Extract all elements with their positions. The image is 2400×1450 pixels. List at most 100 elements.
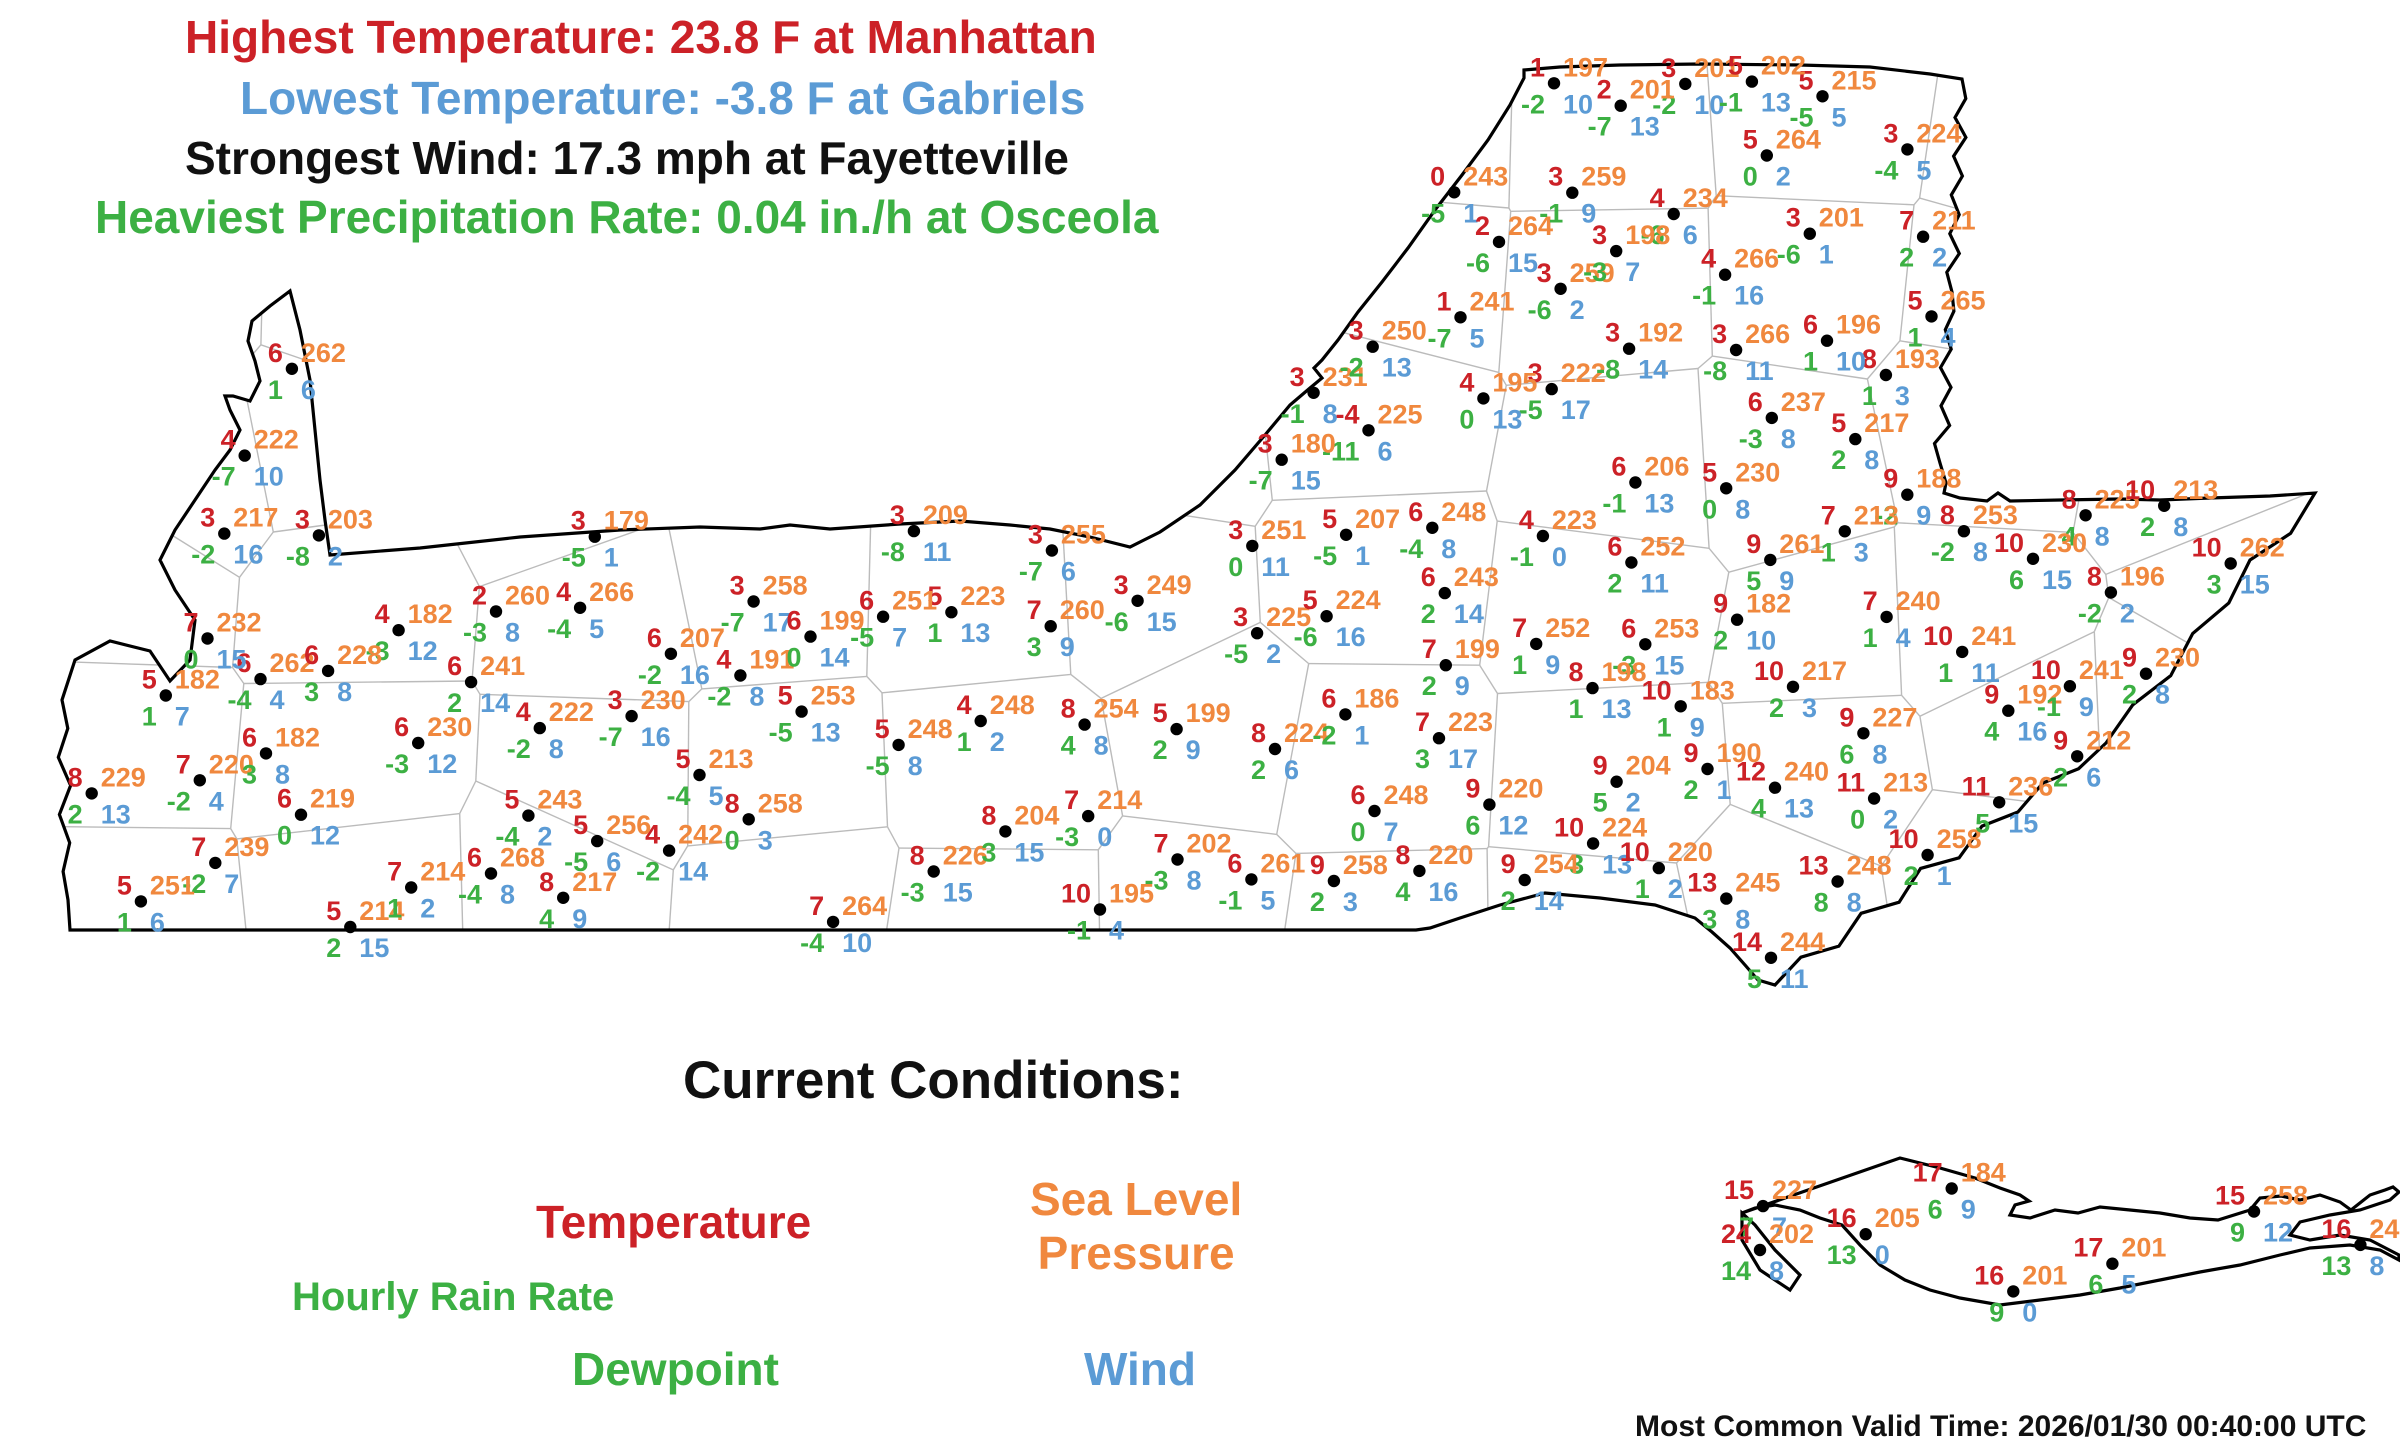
svg-text:2: 2: [68, 799, 83, 829]
svg-text:183: 183: [1690, 675, 1735, 705]
svg-text:10: 10: [1754, 656, 1784, 686]
svg-text:14: 14: [1454, 599, 1484, 629]
svg-text:-5: -5: [1224, 639, 1248, 669]
svg-text:13: 13: [1602, 694, 1632, 724]
svg-text:223: 223: [960, 581, 1005, 611]
svg-text:2: 2: [1310, 887, 1325, 917]
svg-text:9: 9: [2230, 1218, 2245, 1248]
svg-text:228: 228: [337, 640, 382, 670]
svg-text:259: 259: [1581, 162, 1626, 192]
svg-text:251: 251: [1261, 515, 1306, 545]
svg-text:6: 6: [1621, 613, 1636, 643]
svg-text:2: 2: [1251, 755, 1266, 785]
svg-text:15: 15: [1508, 248, 1538, 278]
svg-text:9: 9: [1916, 501, 1931, 531]
svg-text:8: 8: [1769, 1256, 1784, 1286]
svg-text:261: 261: [1779, 529, 1824, 559]
svg-text:10: 10: [1994, 528, 2024, 558]
svg-text:14: 14: [1534, 886, 1564, 916]
svg-text:9: 9: [1883, 464, 1898, 494]
svg-text:3: 3: [1883, 118, 1898, 148]
svg-text:3: 3: [1802, 693, 1817, 723]
svg-text:5: 5: [1470, 323, 1485, 353]
svg-text:17: 17: [1448, 744, 1478, 774]
svg-text:5: 5: [117, 870, 132, 900]
svg-text:5: 5: [778, 681, 793, 711]
svg-text:10: 10: [2125, 475, 2155, 505]
svg-text:2: 2: [447, 688, 462, 718]
svg-text:-3: -3: [1583, 257, 1607, 287]
svg-text:1: 1: [957, 727, 972, 757]
svg-text:-1: -1: [1692, 281, 1716, 311]
svg-text:5: 5: [1832, 102, 1847, 132]
svg-text:264: 264: [842, 891, 887, 921]
svg-text:3: 3: [1548, 162, 1563, 192]
svg-text:0: 0: [1430, 161, 1445, 191]
svg-text:253: 253: [1973, 500, 2018, 530]
svg-text:0: 0: [2022, 1297, 2037, 1327]
svg-text:6: 6: [2088, 1270, 2103, 1300]
svg-text:-2: -2: [2078, 599, 2102, 629]
svg-text:-7: -7: [599, 722, 623, 752]
svg-text:13: 13: [2321, 1251, 2351, 1281]
svg-text:9: 9: [2053, 725, 2068, 755]
svg-text:192: 192: [1638, 318, 1683, 348]
svg-text:6: 6: [394, 712, 409, 742]
svg-text:3: 3: [295, 504, 310, 534]
svg-text:6: 6: [1227, 848, 1242, 878]
svg-text:6: 6: [2086, 762, 2101, 792]
svg-text:10: 10: [1642, 675, 1672, 705]
svg-text:3: 3: [1233, 602, 1248, 632]
svg-text:9: 9: [1713, 589, 1728, 619]
svg-text:8: 8: [539, 867, 554, 897]
svg-text:8: 8: [1973, 537, 1988, 567]
svg-text:4: 4: [1395, 877, 1410, 907]
svg-text:6: 6: [467, 843, 482, 873]
svg-text:217: 217: [1802, 656, 1847, 686]
svg-text:11: 11: [1261, 552, 1290, 582]
svg-text:6: 6: [304, 640, 319, 670]
svg-text:-6: -6: [1294, 622, 1318, 652]
svg-text:17: 17: [1913, 1158, 1943, 1188]
svg-text:16: 16: [641, 722, 671, 752]
svg-text:241: 241: [480, 651, 525, 681]
svg-text:5: 5: [1831, 408, 1846, 438]
svg-text:3: 3: [890, 500, 905, 530]
svg-text:4: 4: [516, 697, 531, 727]
svg-text:196: 196: [2120, 562, 2165, 592]
svg-text:3: 3: [730, 571, 745, 601]
svg-text:240: 240: [1784, 757, 1829, 787]
svg-text:180: 180: [1291, 429, 1336, 459]
svg-text:-1: -1: [1510, 542, 1534, 572]
svg-text:236: 236: [2008, 771, 2053, 801]
svg-text:16: 16: [2321, 1214, 2351, 1244]
svg-text:261: 261: [1260, 848, 1305, 878]
svg-text:1: 1: [1803, 347, 1818, 377]
svg-text:2: 2: [1421, 599, 1436, 629]
svg-text:4: 4: [1459, 367, 1474, 397]
svg-text:-2: -2: [1340, 353, 1364, 383]
svg-text:253: 253: [811, 681, 856, 711]
svg-text:195: 195: [1109, 879, 1154, 909]
svg-text:10: 10: [254, 462, 284, 492]
svg-text:0: 0: [1850, 805, 1865, 835]
svg-text:202: 202: [1769, 1219, 1814, 1249]
svg-text:7: 7: [1512, 613, 1527, 643]
svg-text:1: 1: [604, 543, 619, 573]
svg-text:4: 4: [1984, 717, 1999, 747]
svg-text:2: 2: [420, 894, 435, 924]
svg-text:10: 10: [1836, 347, 1866, 377]
svg-text:217: 217: [233, 503, 278, 533]
svg-text:248: 248: [990, 690, 1035, 720]
svg-text:12: 12: [2263, 1218, 2293, 1248]
svg-text:0: 0: [277, 821, 292, 851]
svg-text:8: 8: [1864, 445, 1879, 475]
svg-text:6: 6: [1061, 557, 1076, 587]
svg-text:5: 5: [573, 810, 588, 840]
svg-text:11: 11: [1640, 569, 1669, 599]
svg-text:13: 13: [960, 618, 990, 648]
svg-text:8: 8: [1568, 657, 1583, 687]
svg-text:204: 204: [1626, 751, 1671, 781]
svg-text:7: 7: [892, 623, 907, 653]
svg-text:14: 14: [678, 857, 708, 887]
